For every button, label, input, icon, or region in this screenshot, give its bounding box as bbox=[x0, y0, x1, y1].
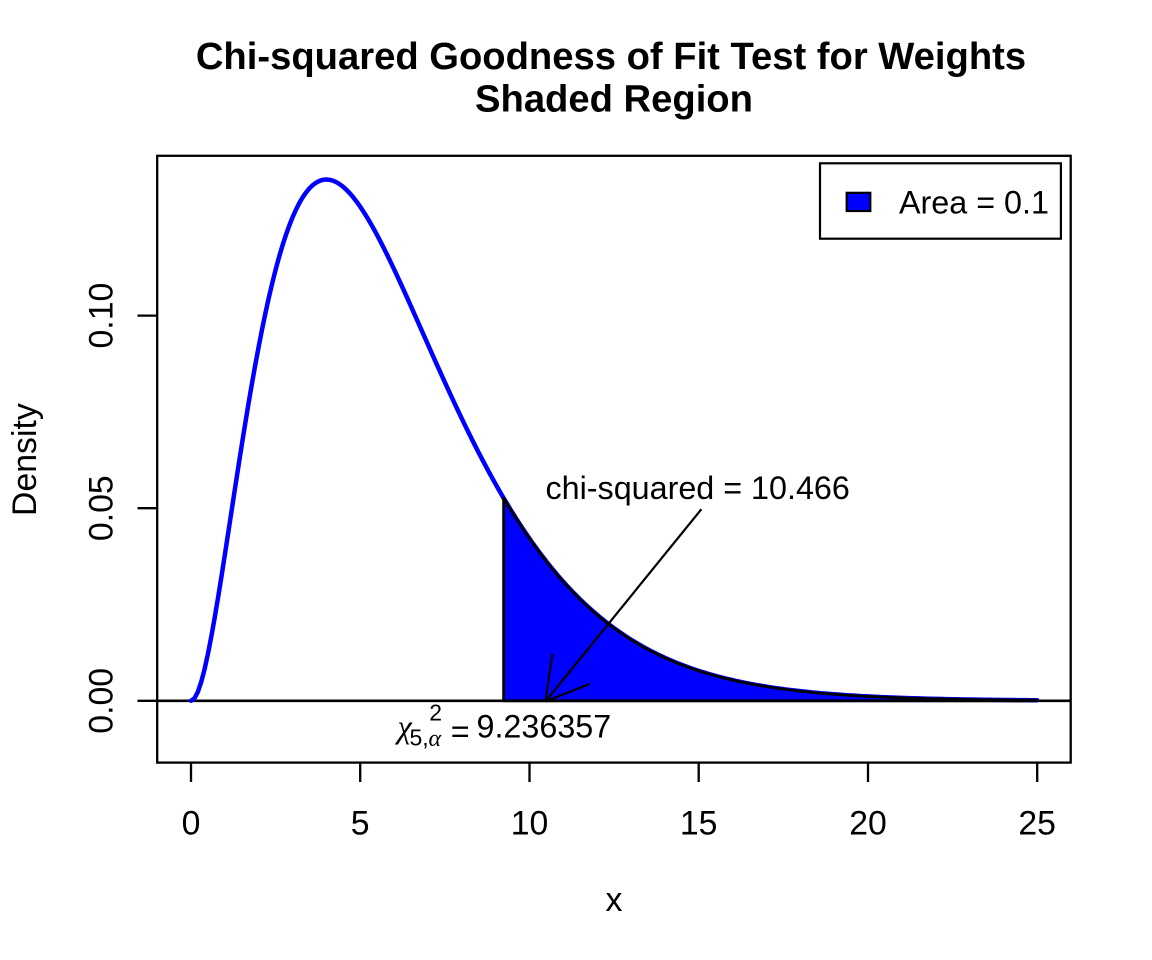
svg-text:5,: 5, bbox=[410, 725, 429, 751]
svg-text:9.236357: 9.236357 bbox=[477, 709, 612, 745]
svg-text:20: 20 bbox=[849, 805, 887, 843]
svg-text:0.10: 0.10 bbox=[83, 283, 121, 349]
svg-text:0.00: 0.00 bbox=[83, 668, 121, 734]
svg-text:15: 15 bbox=[680, 805, 718, 843]
svg-text:0.05: 0.05 bbox=[83, 475, 121, 541]
svg-text:10: 10 bbox=[511, 805, 549, 843]
svg-text:chi-squared = 10.466: chi-squared = 10.466 bbox=[546, 470, 850, 506]
svg-text:Area = 0.1: Area = 0.1 bbox=[899, 185, 1049, 221]
svg-text:Shaded Region: Shaded Region bbox=[475, 78, 753, 121]
svg-text:=: = bbox=[451, 714, 470, 750]
svg-text:Chi-squared Goodness of Fit Te: Chi-squared Goodness of Fit Test for Wei… bbox=[196, 35, 1026, 78]
svg-text:α: α bbox=[429, 726, 442, 752]
svg-text:Density: Density bbox=[6, 403, 44, 516]
svg-text:0: 0 bbox=[182, 805, 201, 843]
svg-text:2: 2 bbox=[429, 700, 442, 726]
svg-text:5: 5 bbox=[351, 805, 370, 843]
svg-text:25: 25 bbox=[1018, 805, 1056, 843]
svg-text:x: x bbox=[605, 881, 622, 919]
svg-text:χ: χ bbox=[395, 710, 413, 746]
